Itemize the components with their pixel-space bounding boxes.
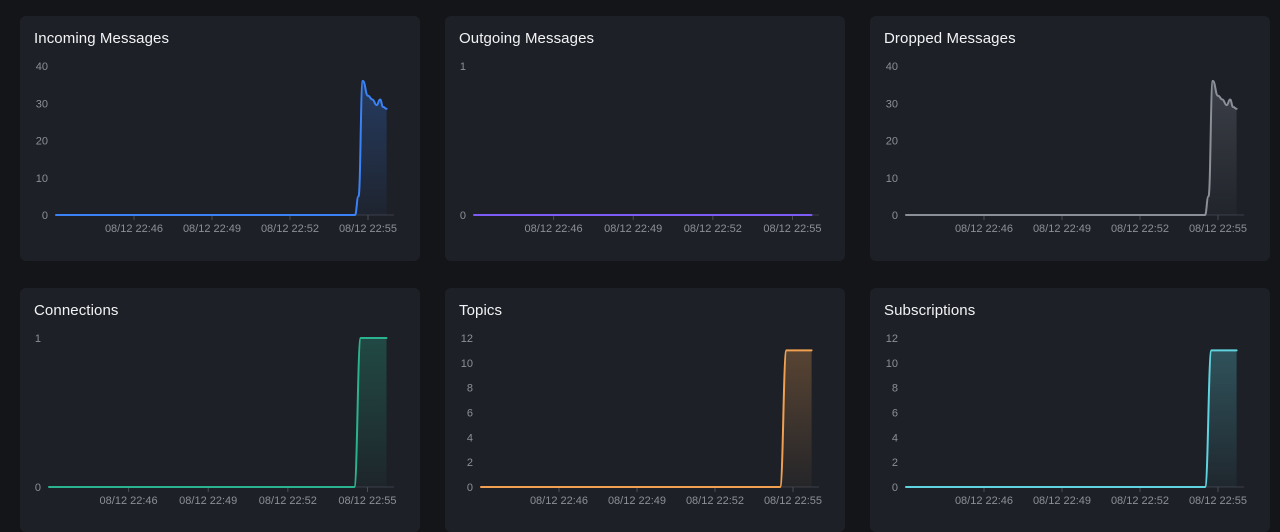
subscriptions-chart: 0 2 4 6 8 10 12 08/12 22:46 08/12 22:49 08/12 22:… [886, 333, 1247, 507]
y-tick-label: 1 [460, 61, 466, 73]
y-tick-label: 0 [35, 482, 41, 494]
connections-chart: 0 1 08/12 22:46 08/12 22:49 08/12 22:52 08/12… [35, 333, 397, 507]
x-tick-label: 08/12 22:55 [1189, 495, 1247, 507]
x-tick-label: 08/12 22:55 [339, 223, 397, 235]
y-tick-label: 6 [892, 408, 898, 420]
x-tick-label: 08/12 22:52 [1111, 223, 1169, 235]
x-tick-label: 08/12 22:49 [604, 223, 662, 235]
series-area [481, 350, 812, 487]
series-area [906, 350, 1237, 487]
y-tick-label: 20 [886, 136, 898, 148]
y-tick-label: 0 [42, 210, 48, 222]
outgoing-messages-chart: 0 1 08/12 22:46 08/12 22:49 08/12 22:52 08/12… [460, 61, 822, 235]
card-title: Connections [34, 302, 119, 319]
y-tick-label: 4 [467, 432, 473, 444]
x-tick-label: 08/12 22:46 [100, 495, 158, 507]
y-tick-label: 0 [892, 482, 898, 494]
y-tick-label: 12 [886, 333, 898, 345]
x-tick-label: 08/12 22:49 [179, 495, 237, 507]
x-tick-label: 08/12 22:46 [525, 223, 583, 235]
y-tick-label: 1 [35, 333, 41, 345]
x-tick-label: 08/12 22:55 [764, 495, 822, 507]
y-tick-label: 8 [467, 383, 473, 395]
subscriptions-card: Subscriptions 0 2 4 6 8 10 12 08/12 22:46 08/12 … [870, 288, 1270, 532]
y-tick-label: 0 [892, 210, 898, 222]
y-tick-label: 30 [36, 98, 48, 110]
x-tick-label: 08/12 22:52 [1111, 495, 1169, 507]
series-line [905, 349, 1238, 489]
x-tick-label: 08/12 22:49 [1033, 223, 1091, 235]
x-tick-label: 08/12 22:49 [1033, 495, 1091, 507]
y-tick-label: 10 [461, 358, 473, 370]
card-title: Incoming Messages [34, 30, 170, 47]
x-tick-label: 08/12 22:49 [608, 495, 666, 507]
y-tick-label: 40 [886, 61, 898, 73]
x-tick-label: 08/12 22:46 [105, 223, 163, 235]
y-tick-label: 40 [36, 61, 48, 73]
card-title: Subscriptions [884, 302, 976, 319]
y-tick-label: 30 [886, 98, 898, 110]
x-tick-label: 08/12 22:55 [763, 223, 821, 235]
dropped-messages-chart: 0 10 20 30 40 08/12 22:46 08/12 22:49 08/12 22:… [886, 61, 1247, 235]
x-tick-label: 08/12 22:52 [686, 495, 744, 507]
outgoing-messages-card: Outgoing Messages 0 1 08/12 22:46 08/12 22:… [445, 16, 845, 261]
y-tick-label: 6 [467, 408, 473, 420]
x-tick-label: 08/12 22:46 [530, 495, 588, 507]
series-line [55, 79, 388, 217]
topics-chart: 0 2 4 6 8 10 12 08/12 22:46 08/12 22:49 08/12 22:… [461, 333, 822, 507]
x-tick-label: 08/12 22:52 [261, 223, 319, 235]
topics-card: Topics 0 2 4 6 8 10 12 08/12 22:46 08/12 22:49 08… [445, 288, 845, 532]
series-line [48, 337, 388, 489]
incoming-messages-card: Incoming Messages 0 10 20 30 40 08/12 22:46 08… [20, 16, 420, 261]
x-tick-label: 08/12 22:49 [183, 223, 241, 235]
y-tick-label: 8 [892, 383, 898, 395]
series-area [49, 338, 387, 487]
card-title: Topics [459, 302, 503, 319]
y-tick-label: 0 [460, 210, 466, 222]
y-tick-label: 12 [461, 333, 473, 345]
x-tick-label: 08/12 22:55 [1189, 223, 1247, 235]
x-tick-label: 08/12 22:55 [338, 495, 396, 507]
x-tick-label: 08/12 22:46 [955, 495, 1013, 507]
card-title: Dropped Messages [884, 30, 1016, 47]
y-tick-label: 0 [467, 482, 473, 494]
series-area [56, 80, 387, 216]
series-line [905, 79, 1238, 217]
y-tick-label: 10 [886, 358, 898, 370]
y-tick-label: 20 [36, 136, 48, 148]
y-tick-label: 2 [467, 457, 473, 469]
y-tick-label: 10 [886, 173, 898, 185]
x-tick-label: 08/12 22:52 [684, 223, 742, 235]
dropped-messages-card: Dropped Messages 0 10 20 30 40 08/12 22:46 08/… [870, 16, 1270, 261]
x-tick-label: 08/12 22:52 [259, 495, 317, 507]
y-tick-label: 4 [892, 432, 898, 444]
series-area [906, 80, 1237, 216]
connections-card: Connections 0 1 08/12 22:46 08/12 22:49 08/1… [20, 288, 420, 532]
x-tick-label: 08/12 22:46 [955, 223, 1013, 235]
series-line [480, 349, 813, 489]
incoming-messages-chart: 0 10 20 30 40 08/12 22:46 08/12 22:49 08/12 22:… [36, 61, 397, 235]
card-title: Outgoing Messages [459, 30, 595, 47]
y-tick-label: 2 [892, 457, 898, 469]
y-tick-label: 10 [36, 173, 48, 185]
